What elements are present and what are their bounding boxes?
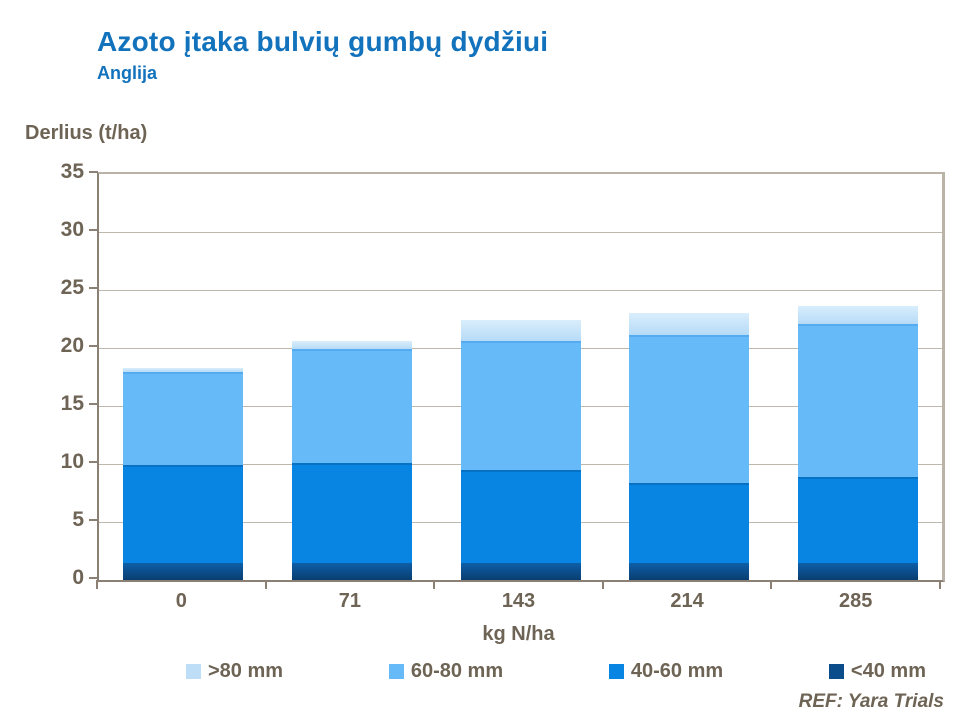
legend-label: >80 mm [208, 660, 284, 682]
bar-285-segment-80-mm-mm [797, 306, 918, 324]
legend-label: 40-60 mm [630, 660, 724, 682]
x-tick-mark-1 [264, 580, 267, 589]
chart-subtitle: Anglija [97, 63, 158, 83]
y-tick-mark-10 [89, 461, 98, 463]
bar-71-segment-60-80-mm-mm [291, 349, 412, 463]
bar-143-segment-80-mm-mm [460, 320, 581, 342]
bar-214-segment-40-mm-mm [629, 562, 750, 580]
x-category-label-214: 214 [670, 590, 704, 612]
y-tick-mark-5 [89, 519, 98, 521]
y-tick-label-0: 0 [72, 566, 84, 589]
legend-swatch-icon [186, 664, 201, 679]
legend-label: 60-80 mm [410, 660, 504, 682]
x-tick-mark-0 [96, 580, 98, 589]
gridline-25 [99, 290, 942, 291]
bar-143-segment-60-80-mm-mm [460, 341, 581, 470]
bar-143-segment-40-60-mm-mm [460, 469, 581, 563]
bar-71-segment-80-mm-mm [291, 341, 412, 350]
y-tick-mark-35 [89, 171, 98, 173]
x-category-label-0: 0 [175, 590, 187, 612]
y-tick-mark-30 [89, 229, 98, 231]
bar-285-segment-60-80-mm-mm [797, 323, 918, 477]
plot-area [97, 172, 945, 582]
x-tick-mark-4 [770, 580, 773, 589]
y-tick-mark-0 [89, 577, 98, 579]
x-tick-mark-2 [433, 580, 436, 589]
gridline-30 [99, 232, 942, 233]
x-tick-mark-5 [939, 580, 941, 589]
bar-214-segment-60-80-mm-mm [629, 335, 750, 483]
x-category-label-285: 285 [839, 590, 873, 612]
x-tick-mark-3 [601, 580, 604, 589]
legend-swatch-icon [828, 664, 844, 679]
legend-label: <40 mm [850, 660, 926, 682]
legend-item-60-80-mm: 60-80 mm [388, 660, 504, 683]
y-tick-mark-25 [89, 287, 98, 289]
legend-swatch-icon [388, 664, 404, 679]
y-tick-label-30: 30 [60, 218, 84, 241]
legend-item-40-mm: <40 mm [828, 660, 926, 683]
y-tick-mark-15 [89, 403, 98, 405]
y-tick-label-20: 20 [60, 334, 84, 357]
bar-0-segment-60-80-mm-mm [123, 372, 244, 466]
y-tick-label-35: 35 [60, 160, 84, 183]
legend: >80 mm 60-80 mm 40-60 mm <40 mm [186, 660, 926, 683]
bar-214-segment-40-60-mm-mm [629, 482, 750, 563]
y-tick-label-5: 5 [72, 508, 84, 531]
bar-0-segment-40-mm-mm [123, 562, 244, 580]
legend-swatch-icon [608, 664, 624, 679]
y-axis-title: Derlius (t/ha) [25, 122, 148, 144]
bar-214-segment-80-mm-mm [629, 313, 750, 336]
y-tick-label-15: 15 [60, 392, 84, 415]
bar-71-segment-40-60-mm-mm [291, 462, 412, 563]
bar-0-segment-80-mm-mm [123, 367, 244, 373]
bar-143-segment-40-mm-mm [460, 562, 581, 580]
bar-0-segment-40-60-mm-mm [123, 465, 244, 563]
x-category-label-143: 143 [501, 590, 536, 612]
legend-item-40-60-mm: 40-60 mm [608, 660, 724, 683]
y-tick-label-10: 10 [60, 450, 84, 473]
x-axis-title: kg N/ha [482, 623, 555, 645]
x-category-label-71: 71 [338, 590, 362, 612]
bar-285-segment-40-mm-mm [797, 562, 918, 580]
legend-item-80-mm: >80 mm [186, 660, 283, 683]
chart-title: Azoto įtaka bulvių gumbų dydžiui [97, 26, 549, 57]
bar-285-segment-40-60-mm-mm [797, 476, 918, 563]
bar-71-segment-40-mm-mm [291, 562, 412, 580]
y-tick-label-25: 25 [60, 276, 84, 299]
reference-text: REF: Yara Trials [798, 691, 944, 712]
y-tick-mark-20 [89, 345, 98, 347]
